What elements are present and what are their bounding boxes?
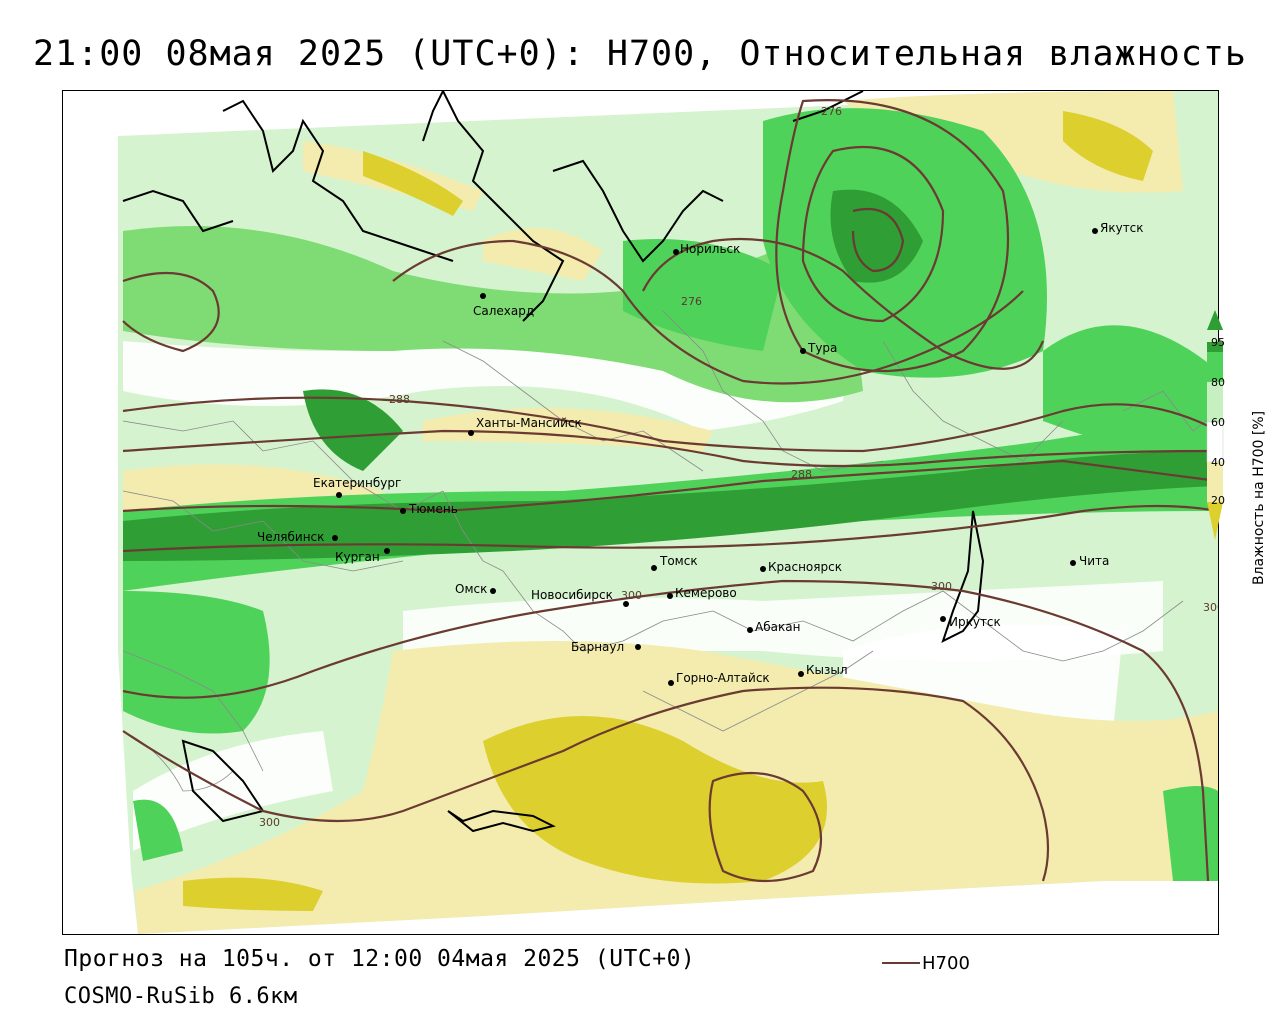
city-label: Новосибирск [531, 588, 613, 602]
city-marker [651, 565, 657, 571]
city-marker [760, 566, 766, 572]
city-marker [800, 348, 806, 354]
city-marker [940, 616, 946, 622]
city-label: Тюмень [408, 502, 458, 516]
colorbar-tick: 60 [1211, 416, 1225, 429]
city-label: Чита [1079, 554, 1109, 568]
city-label: Омск [455, 582, 487, 596]
city-label: Томск [659, 554, 698, 568]
city-marker [747, 627, 753, 633]
city-label: Иркутск [949, 615, 1001, 629]
h700-legend-line [882, 962, 920, 964]
isoline-label: 300 [1203, 601, 1218, 614]
city-marker [1070, 560, 1076, 566]
colorbar-title: Влажность на H700 [%] [1251, 411, 1267, 585]
h700-isolines [122, 99, 1218, 883]
city-label: Салехард [473, 304, 534, 318]
city-marker [668, 680, 674, 686]
city-marker [623, 601, 629, 607]
isoline-labels: 276 276 288 288 300 300 300 300 [259, 105, 1218, 829]
city-marker [798, 671, 804, 677]
city-label: Курган [335, 550, 380, 564]
city-label: Тура [807, 341, 837, 355]
isoline-label: 300 [259, 816, 280, 829]
region-borders [122, 310, 1218, 792]
map-panel: 276 276 288 288 300 300 300 300 Якутск Н… [62, 90, 1219, 935]
colorbar-bottom-arrow [1207, 502, 1223, 540]
colorbar-title-wrap: Влажность на H700 [%] [1251, 411, 1267, 585]
city-label: Ханты-Мансийск [476, 416, 582, 430]
city-marker [384, 548, 390, 554]
colorbar-tick: 40 [1211, 456, 1225, 469]
map-title: 21:00 08мая 2025 (UTC+0): H700, Относите… [33, 34, 1247, 74]
colorbar-top-arrow [1207, 310, 1223, 330]
city-label: Красноярск [768, 560, 842, 574]
city-label: Челябинск [257, 530, 324, 544]
humidity-map: 276 276 288 288 300 300 300 300 Якутск Н… [63, 91, 1218, 934]
city-label: Екатеринбург [313, 476, 401, 490]
city-label: Барнаул [571, 640, 624, 654]
city-marker [480, 293, 486, 299]
isoline-label: 288 [791, 468, 812, 481]
city-marker [400, 508, 406, 514]
cities: Якутск Норильск Салехард Тура Ханты-Манс… [257, 221, 1144, 686]
city-label: Горно-Алтайск [676, 671, 770, 685]
forecast-text: Прогноз на 105ч. от 12:00 04мая 2025 (UT… [64, 946, 696, 972]
isoline-label: 300 [621, 589, 642, 602]
isoline-label: 300 [931, 580, 952, 593]
city-label: Якутск [1100, 221, 1144, 235]
city-label: Кызыл [806, 663, 848, 677]
isoline-label: 288 [389, 393, 410, 406]
city-marker [635, 644, 641, 650]
city-marker [490, 588, 496, 594]
city-marker [1092, 228, 1098, 234]
colorbar-tick: 95 [1211, 336, 1225, 349]
h700-legend-label: H700 [922, 953, 970, 974]
city-marker [336, 492, 342, 498]
isoline-label: 276 [821, 105, 842, 118]
city-label: Абакан [755, 620, 800, 634]
city-label: Кемерово [675, 586, 737, 600]
city-marker [667, 593, 673, 599]
city-marker [332, 535, 338, 541]
isoline-label: 276 [681, 295, 702, 308]
humidity-colorbar: 95 80 60 40 20 [1206, 310, 1225, 540]
model-name: COSMO-RuSib 6.6км [64, 984, 298, 1009]
city-marker [673, 249, 679, 255]
colorbar-tick: 20 [1211, 494, 1225, 507]
colorbar-tick: 80 [1211, 376, 1225, 389]
city-marker [468, 430, 474, 436]
city-label: Норильск [680, 242, 740, 256]
